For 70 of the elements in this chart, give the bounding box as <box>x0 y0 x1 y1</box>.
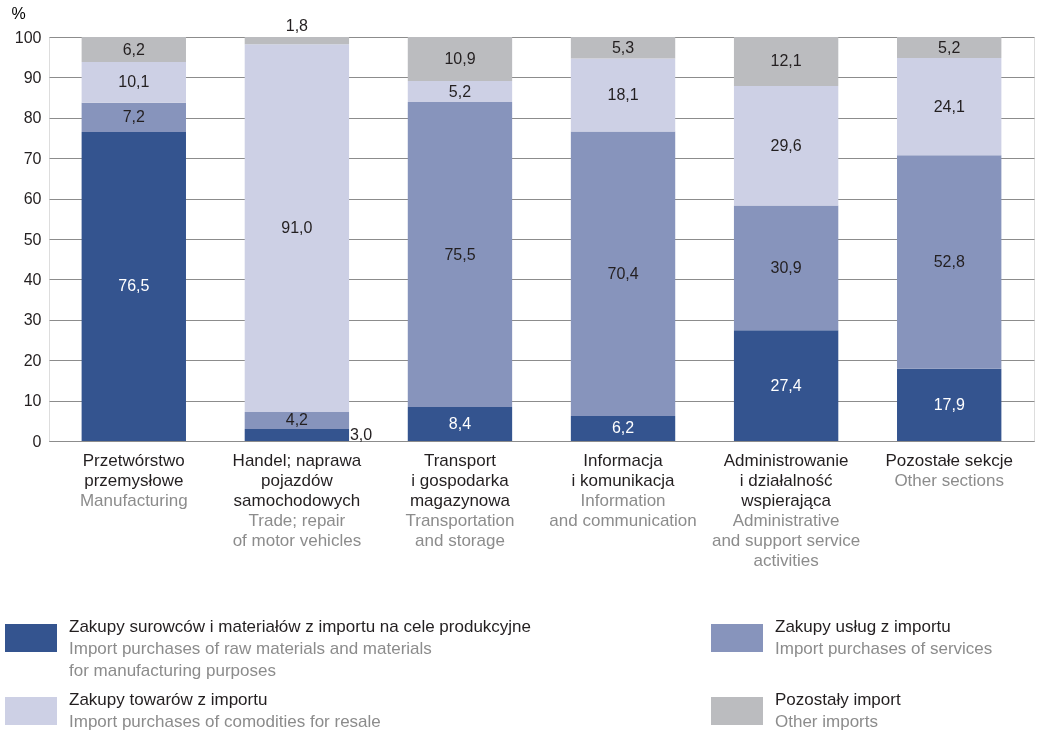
data-label: 70,4 <box>607 264 639 282</box>
y-tick-label: 80 <box>23 109 42 127</box>
bar <box>897 155 1002 369</box>
bar <box>244 411 350 429</box>
data-label: 1,8 <box>285 17 309 34</box>
bar <box>81 62 186 103</box>
data-label: 3,0 <box>349 425 373 443</box>
y-tick-label: 0 <box>32 432 42 450</box>
y-tick-label: 10 <box>23 392 42 410</box>
x-tick-label: Pozostałe sekcje Other sections <box>885 451 1013 490</box>
bar <box>244 428 350 441</box>
bar <box>407 102 513 408</box>
data-label: 4,2 <box>285 411 309 429</box>
data-label: 5,2 <box>938 38 961 56</box>
y-axis-title: % <box>11 4 26 22</box>
bar <box>733 205 839 331</box>
y-tick-label: 30 <box>23 311 42 329</box>
y-tick-label: 50 <box>23 230 42 248</box>
bar <box>244 44 350 412</box>
data-label: 5,2 <box>448 82 472 100</box>
bar <box>733 330 839 441</box>
data-label: 5,3 <box>611 38 635 56</box>
legend-label: Zakupy towarów z importu Import purchases of comodities for resale <box>69 690 381 731</box>
data-label: 29,6 <box>770 136 802 154</box>
bar <box>733 85 839 206</box>
legend-label: Zakupy usług z importu Import purchases of services <box>775 617 993 658</box>
x-tick-label: Przetwórstwo przemysłowe Manufacturing <box>79 451 188 510</box>
data-label: 52,8 <box>933 253 965 271</box>
data-label: 6,2 <box>122 40 146 58</box>
bar <box>244 37 350 45</box>
bar <box>570 131 676 416</box>
data-label: 10,9 <box>444 50 476 68</box>
data-label: 8,4 <box>448 415 472 433</box>
data-label: 6,2 <box>611 419 635 437</box>
y-tick-label: 60 <box>23 190 42 208</box>
x-tick-label: Administrowanie i działalność wspierająca Administrative and support service activities <box>711 451 861 570</box>
data-label: 7,2 <box>122 108 146 126</box>
bar <box>81 131 186 441</box>
y-tick-label: 90 <box>23 68 42 86</box>
data-label: 17,9 <box>933 395 965 413</box>
data-label: 30,9 <box>770 258 802 276</box>
bar <box>81 102 186 132</box>
data-label: 10,1 <box>118 73 150 91</box>
legend-label: Pozostały import Other imports <box>775 690 901 731</box>
bar <box>570 415 676 441</box>
x-tick-label: Informacja i komunikacja Information and communication <box>549 451 697 530</box>
bar <box>897 368 1002 441</box>
y-tick-label: 70 <box>23 149 42 167</box>
bar <box>570 37 676 59</box>
data-label: 24,1 <box>933 97 965 115</box>
y-tick-label: 20 <box>23 351 42 369</box>
bar <box>81 37 186 63</box>
data-label: 27,4 <box>770 376 802 394</box>
bar <box>570 58 676 132</box>
data-label: 75,5 <box>444 245 476 263</box>
legend-label: Zakupy surowców i materiałów z importu na cele produkcyjne Import purchases of raw materials and materials for manufacturing purposes <box>69 617 532 680</box>
bar <box>733 37 839 86</box>
data-label: 76,5 <box>118 277 150 295</box>
data-label: 18,1 <box>607 85 639 103</box>
bar <box>407 407 513 441</box>
bar <box>897 37 1002 59</box>
bar <box>897 58 1002 156</box>
x-tick-label: Handel; naprawa pojazdów samochodowych Trade; repair of motor vehicles <box>232 451 362 550</box>
y-tick-label: 100 <box>14 28 42 46</box>
data-label: 91,0 <box>281 219 313 237</box>
x-tick-label: Transport i gospodarka magazynowa Transportation and storage <box>405 451 515 550</box>
y-tick-label: 40 <box>23 270 42 288</box>
data-label: 12,1 <box>770 52 802 70</box>
bar <box>407 81 513 103</box>
bar <box>407 37 513 82</box>
